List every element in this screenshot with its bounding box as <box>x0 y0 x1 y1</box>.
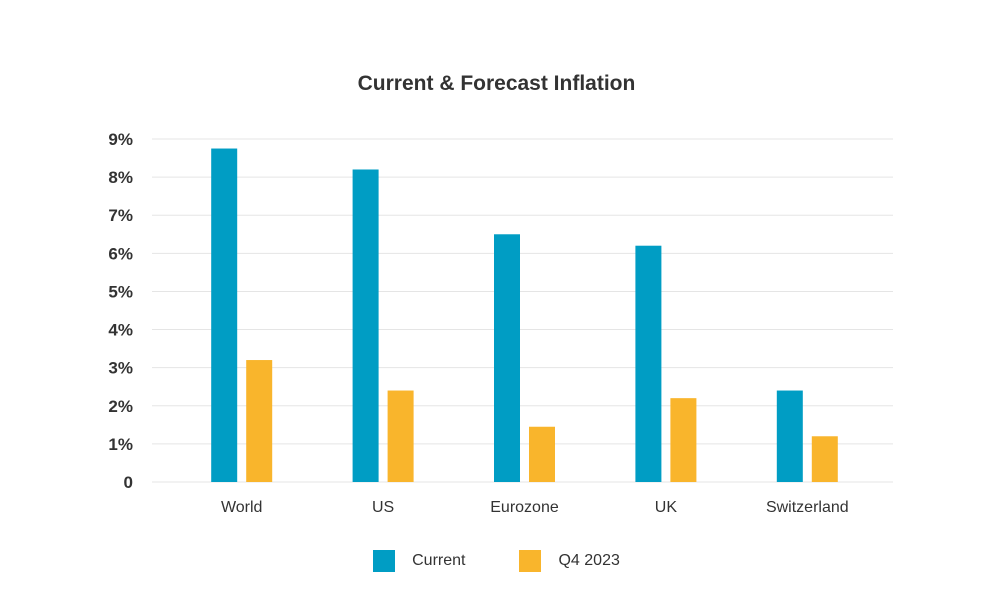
y-axis-ticks: 0 1% 2% 3% 4% 5% 6% 7% 8% 9% <box>108 130 133 492</box>
x-tick-label: US <box>372 499 394 516</box>
legend-item-q4-2023[interactable]: Q4 2023 <box>519 550 620 572</box>
chart-title: Current & Forecast Inflation <box>357 72 636 95</box>
bar-q4-2023-switzerland[interactable] <box>811 436 838 482</box>
legend-swatch-q4-2023 <box>519 550 542 572</box>
legend-item-current[interactable]: Current <box>373 550 465 572</box>
bars <box>211 148 838 482</box>
bar-current-us[interactable] <box>352 169 379 482</box>
bar-current-world[interactable] <box>211 148 238 482</box>
x-tick-label: UK <box>655 499 678 516</box>
y-tick-label: 9% <box>108 130 133 149</box>
y-tick-label: 4% <box>108 321 133 340</box>
y-tick-label: 7% <box>108 206 133 225</box>
x-tick-label: Switzerland <box>766 499 849 516</box>
x-axis-ticks: World US Eurozone UK Switzerland <box>221 499 849 516</box>
y-tick-label: 1% <box>108 435 133 454</box>
y-tick-label: 0 <box>124 473 133 492</box>
bar-current-eurozone[interactable] <box>494 234 520 482</box>
x-tick-label: World <box>221 499 263 516</box>
y-tick-label: 2% <box>108 397 133 416</box>
y-tick-label: 6% <box>108 244 133 263</box>
legend: Current Q4 2023 <box>0 550 993 572</box>
y-tick-label: 8% <box>108 168 133 187</box>
bar-q4-2023-world[interactable] <box>246 360 273 482</box>
legend-label-q4-2023: Q4 2023 <box>558 552 620 569</box>
bar-current-uk[interactable] <box>635 245 662 482</box>
bar-q4-2023-us[interactable] <box>387 390 414 482</box>
legend-swatch-current <box>373 550 396 572</box>
bar-q4-2023-uk[interactable] <box>670 398 697 482</box>
y-tick-label: 5% <box>108 282 133 301</box>
y-tick-label: 3% <box>108 359 133 378</box>
legend-label-current: Current <box>412 552 466 569</box>
bar-q4-2023-eurozone[interactable] <box>529 426 555 482</box>
gridlines <box>152 138 893 483</box>
x-tick-label: Eurozone <box>490 499 559 516</box>
bar-current-switzerland[interactable] <box>776 390 803 482</box>
